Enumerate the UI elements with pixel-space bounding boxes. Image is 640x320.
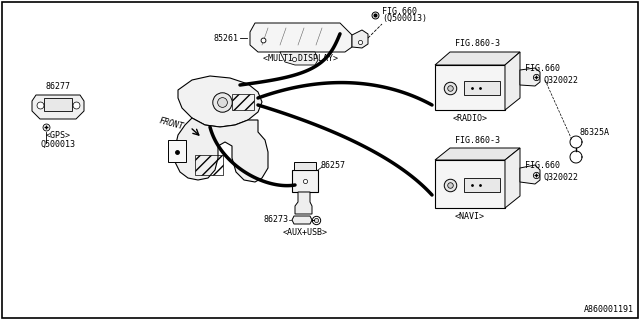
Text: 86277: 86277 [45, 82, 70, 91]
Polygon shape [295, 192, 312, 214]
Text: 85261: 85261 [213, 34, 238, 43]
Text: 86325A: 86325A [580, 127, 610, 137]
Text: <RADIO>: <RADIO> [452, 114, 488, 123]
Text: <MULTI DISPLAY>: <MULTI DISPLAY> [263, 54, 338, 63]
Polygon shape [435, 160, 505, 208]
Polygon shape [250, 23, 352, 52]
Polygon shape [505, 148, 520, 208]
Polygon shape [505, 52, 520, 110]
Text: A860001191: A860001191 [584, 305, 634, 314]
Text: FIG.660: FIG.660 [525, 161, 560, 170]
Polygon shape [352, 30, 368, 48]
Text: Q500013: Q500013 [40, 140, 76, 149]
Polygon shape [292, 216, 312, 224]
Bar [232, 94, 254, 110]
Text: <GPS>: <GPS> [45, 131, 70, 140]
Text: FIG.860-3: FIG.860-3 [455, 136, 500, 145]
Polygon shape [435, 65, 505, 110]
Polygon shape [520, 165, 540, 184]
Text: FIG.660: FIG.660 [382, 6, 417, 15]
Text: <NAVI>: <NAVI> [455, 212, 485, 221]
Polygon shape [435, 52, 520, 65]
Bar [195, 155, 223, 175]
Bar [294, 162, 316, 170]
Bar [464, 81, 500, 95]
Text: FIG.660: FIG.660 [525, 63, 560, 73]
Text: 86257: 86257 [320, 161, 345, 170]
Text: FRONT: FRONT [159, 116, 185, 132]
Polygon shape [175, 118, 268, 182]
Bar [292, 170, 318, 192]
Text: (Q500013): (Q500013) [382, 13, 427, 22]
Bar [168, 140, 186, 162]
Polygon shape [435, 148, 520, 160]
Text: FIG.860-3: FIG.860-3 [455, 39, 500, 48]
Polygon shape [280, 52, 318, 65]
Polygon shape [32, 95, 84, 119]
Bar [464, 178, 500, 192]
Text: Q320022: Q320022 [543, 76, 578, 84]
Polygon shape [178, 76, 262, 127]
Text: Q320022: Q320022 [543, 172, 578, 181]
Polygon shape [520, 68, 540, 86]
Text: 86273: 86273 [263, 215, 288, 225]
Bar [44, 98, 72, 111]
Text: <AUX+USB>: <AUX+USB> [282, 228, 328, 237]
